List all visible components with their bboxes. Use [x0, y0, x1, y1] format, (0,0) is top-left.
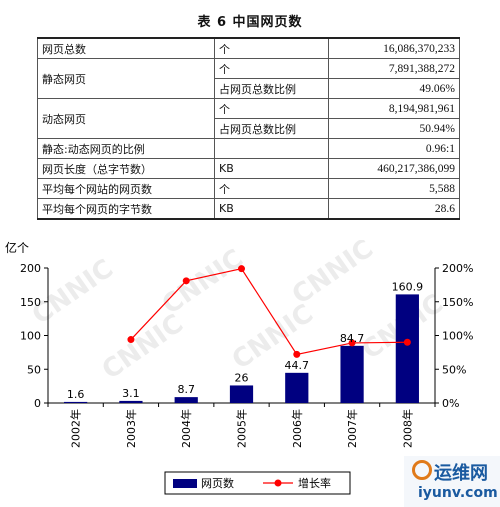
y-tick-label-right: 0%: [442, 397, 459, 410]
data-labels: 1.6 3.1 8.7 26 44.7 84.7 160.9: [67, 280, 423, 401]
bar: [395, 294, 419, 403]
table-row: 平均每个网站的网页数 个 5,588: [37, 178, 460, 199]
statistics-table: 网页总数 个 16,086,370,233 静态网页 个 7,891,388,2…: [37, 37, 460, 220]
x-tick-label: 2002年: [69, 409, 83, 448]
row-value: 0.96:1: [328, 138, 460, 159]
bar: [340, 345, 364, 403]
bar-value-label: 44.7: [285, 359, 310, 372]
legend-label-line: 增长率: [298, 476, 331, 490]
row-label: 静态:动态网页的比例: [37, 138, 215, 159]
table-row: 网页总数 个 16,086,370,233: [37, 37, 460, 59]
growth-line: [130, 267, 408, 356]
x-tick-label: 2008年: [400, 409, 414, 448]
y-tick-label-left: 150: [20, 296, 41, 309]
site-logo-icon: [412, 460, 432, 480]
site-watermark-title: 运维网: [434, 463, 488, 484]
table-row: 网页长度（总字节数） KB 460,217,386,099: [37, 158, 460, 179]
table-row: 动态网页 个 8,194,981,961: [37, 98, 460, 139]
row-label: 网页总数: [37, 37, 215, 59]
row-unit: 占网页总数比例: [214, 118, 329, 139]
bar: [64, 401, 88, 403]
row-value: 5,588: [328, 178, 460, 199]
site-watermark-url: iyunv.com: [418, 485, 498, 501]
legend-swatch-bar: [173, 479, 197, 488]
growth-point: [182, 277, 190, 285]
x-tick-label: 2004年: [179, 409, 193, 448]
legend-label-bar: 网页数: [201, 477, 234, 490]
bar: [229, 385, 254, 403]
row-value: 49.06%: [328, 78, 460, 99]
row-value: 7,891,388,272: [328, 58, 460, 79]
bar-value-label: 84.7: [340, 332, 365, 345]
table-row: 静态网页 个 7,891,388,272: [37, 58, 460, 99]
row-unit: 个: [214, 98, 329, 119]
row-label: 平均每个网页的字节数: [37, 198, 215, 220]
pages-growth-chart: CNNICCNNICCNNICCNNICCNNICCNNIC 亿个 0 50 100 1…: [5, 240, 473, 495]
bar-series: [64, 294, 419, 403]
growth-point: [127, 336, 135, 344]
row-label: 动态网页: [37, 98, 215, 139]
growth-point: [403, 338, 411, 346]
x-tick-label: 2003年: [124, 409, 138, 448]
row-unit: [214, 138, 329, 159]
bar-value-label: 1.6: [67, 388, 85, 401]
y-tick-label-right: 50%: [442, 363, 466, 376]
row-label: 平均每个网站的网页数: [37, 178, 215, 199]
chart-legend: 网页数 增长率: [164, 471, 351, 495]
x-tick-label: 2006年: [290, 409, 304, 448]
row-unit: KB: [214, 198, 329, 220]
watermark-text: CNNIC: [97, 309, 189, 386]
site-watermark: 运维网 iyunv.com: [404, 456, 500, 507]
bar: [119, 400, 143, 403]
bar: [285, 372, 309, 403]
row-value: 8,194,981,961: [328, 98, 460, 119]
table-title: 表 6 中国网页数: [197, 15, 303, 30]
chart-axes: 亿个 0 50 100 150 200 0% 50% 100% 150% 200% 2002年 2003…: [5, 240, 473, 448]
row-value: 16,086,370,233: [328, 37, 460, 59]
row-label: 静态网页: [37, 58, 215, 99]
growth-point: [238, 265, 245, 273]
legend-swatch-marker: [274, 479, 282, 487]
x-tick-label: 2007年: [345, 409, 359, 448]
line-series: [127, 265, 411, 358]
growth-point: [348, 339, 356, 347]
chart-watermark: CNNICCNNICCNNICCNNICCNNICCNNIC: [27, 240, 449, 386]
row-label: 网页长度（总字节数）: [37, 158, 215, 179]
growth-point: [293, 350, 301, 358]
y-tick-label-right: 100%: [442, 330, 473, 343]
y-axis-left-label: 亿个: [5, 240, 29, 255]
y-tick-label-left: 50: [27, 363, 41, 376]
table-row: 静态:动态网页的比例 0.96:1: [37, 138, 460, 159]
legend-box: [164, 471, 351, 495]
bar-value-label: 160.9: [392, 280, 424, 293]
row-unit: 占网页总数比例: [214, 78, 329, 99]
row-unit: 个: [214, 178, 329, 199]
row-unit: 个: [214, 58, 329, 79]
row-unit: 个: [214, 37, 329, 59]
y-tick-label-left: 200: [20, 262, 41, 275]
x-tick-label: 2005年: [235, 409, 249, 448]
bar-value-label: 26: [235, 371, 249, 384]
y-tick-label-right: 150%: [442, 296, 473, 309]
bar-value-label: 3.1: [122, 387, 140, 400]
bar-value-label: 8.7: [177, 383, 195, 396]
row-unit: KB: [214, 158, 329, 179]
table-row: 平均每个网页的字节数 KB 28.6: [37, 198, 460, 220]
y-tick-label-left: 100: [20, 330, 41, 343]
row-value: 460,217,386,099: [328, 158, 460, 179]
y-tick-label-left: 0: [34, 397, 41, 410]
y-tick-label-right: 200%: [442, 262, 473, 275]
row-value: 50.94%: [328, 118, 460, 139]
bar: [174, 397, 198, 403]
row-value: 28.6: [328, 198, 460, 220]
